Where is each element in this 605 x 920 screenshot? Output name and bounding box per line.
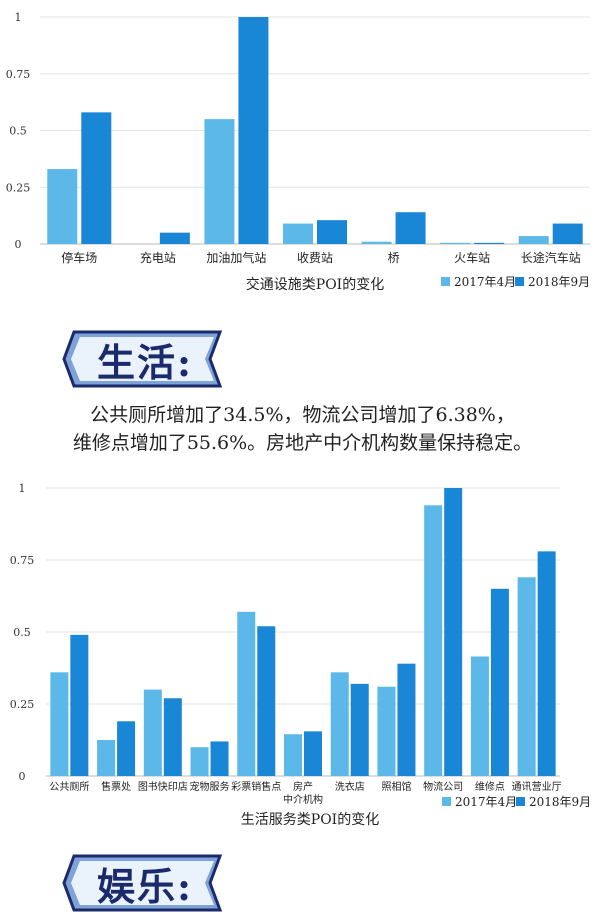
- bar-2017: [284, 734, 302, 776]
- x-category-label: 桥: [388, 251, 400, 265]
- bar-2018: [238, 17, 269, 244]
- bar-2017: [190, 747, 209, 776]
- bar-2018: [350, 683, 369, 776]
- x-category-label: 中介机构: [283, 793, 323, 806]
- legend-swatch-2018: [515, 277, 524, 286]
- legend-label: 2017年4月: [454, 275, 516, 289]
- bar-2018: [70, 634, 89, 776]
- y-tick-label: 0.5: [13, 626, 31, 639]
- chart-title: 交通设施类POI的变化: [246, 276, 384, 293]
- legend-label: 2018年9月: [528, 275, 590, 289]
- summary-line-2: 维修点增加了55.6%。房地产中介机构数量保持稳定。: [72, 432, 533, 454]
- section-title-entertainment: 娱乐:: [96, 863, 194, 909]
- bar-2018: [159, 232, 190, 244]
- legend-swatch-2017: [442, 797, 451, 806]
- x-category-label: 火车站: [454, 250, 490, 265]
- legend-swatch-2017: [441, 277, 450, 286]
- x-category-label: 宠物服务: [190, 780, 230, 793]
- x-category-label: 物流公司: [423, 780, 463, 793]
- bar-2017: [517, 577, 536, 776]
- x-category-label: 充电站: [140, 250, 176, 265]
- x-category-label: 停车场: [61, 250, 97, 265]
- legend-swatch-2018: [516, 797, 525, 806]
- bar-2017: [237, 611, 256, 776]
- x-category-label: 售票处: [101, 780, 131, 793]
- bar-2017: [97, 740, 116, 776]
- x-category-label: 照相馆: [381, 780, 411, 793]
- y-tick-label: 0.25: [6, 181, 31, 194]
- bar-2018: [117, 721, 136, 776]
- bar-2018: [537, 551, 556, 776]
- section-banner-entertainment: 娱乐:: [60, 852, 230, 914]
- bar-2018: [163, 698, 182, 776]
- y-tick-label: 1: [15, 11, 22, 24]
- section-banner-life: 生活:: [60, 328, 230, 390]
- chart-title: 生活服务类POI的变化: [241, 812, 379, 828]
- bar-2018: [81, 112, 112, 244]
- y-tick-label: 0: [19, 770, 26, 783]
- bar-2017: [361, 241, 392, 244]
- y-tick-label: 0: [15, 238, 22, 251]
- y-tick-label: 0.75: [6, 68, 31, 81]
- bar-2018: [304, 731, 322, 776]
- x-category-label: 加油加气站: [206, 250, 266, 265]
- x-category-label: 洗衣店: [335, 780, 365, 793]
- bar-2017: [518, 236, 549, 244]
- bar-2017: [330, 672, 349, 776]
- y-tick-label: 0.75: [10, 554, 35, 567]
- bar-2018: [317, 220, 347, 244]
- summary-line-1: 公共厕所增加了34.5%，物流公司增加了6.38%，: [90, 404, 515, 426]
- bar-2017: [204, 119, 235, 244]
- traffic-poi-chart: 0 0.25 0.5 0.75 1 停车场 充电站 加油加气站 收费站 桥 火车站 长途汽车站 2017…: [6, 11, 590, 293]
- bar-2018: [397, 663, 416, 776]
- x-category-label: 维修点: [475, 780, 505, 793]
- bar-2017: [377, 686, 396, 776]
- y-tick-label: 0.25: [10, 698, 35, 711]
- bar-2018: [395, 212, 426, 244]
- x-category-label: 公共厕所: [49, 781, 89, 793]
- bar-2018: [552, 223, 583, 244]
- x-category-label: 彩票销售点: [231, 780, 281, 793]
- x-category-label: 长途汽车站: [521, 250, 581, 265]
- bar-2018: [444, 488, 463, 776]
- y-tick-label: 0.5: [9, 125, 27, 138]
- bar-2017: [50, 672, 69, 776]
- x-category-label: 收费站: [297, 251, 333, 265]
- bar-2017: [47, 169, 78, 244]
- x-category-label: 房产: [293, 780, 313, 793]
- bar-2017: [143, 689, 162, 776]
- bar-2017: [470, 656, 489, 776]
- x-category-label: 通讯营业厅: [512, 780, 562, 793]
- bar-2018: [490, 588, 509, 776]
- banner-ribbon-shape: [62, 854, 223, 912]
- legend-label: 2017年4月: [455, 795, 517, 809]
- legend-label: 2018年9月: [529, 795, 591, 809]
- bar-2018: [474, 242, 505, 244]
- life-service-poi-chart: 0 0.25 0.5 0.75 1 公共厕所 售票处 图书快印店 宠物服务 彩票销售点 房产中介机构…: [10, 482, 591, 828]
- bar-2018: [257, 626, 276, 776]
- bar-2017: [440, 242, 471, 244]
- bar-2017: [424, 505, 443, 776]
- bar-2017: [283, 223, 313, 244]
- banner-ribbon-shape: [62, 330, 223, 388]
- bar-2018: [210, 741, 229, 776]
- x-category-label: 图书快印店: [138, 780, 188, 793]
- section-title-life: 生活:: [96, 339, 194, 385]
- y-tick-label: 1: [19, 482, 26, 495]
